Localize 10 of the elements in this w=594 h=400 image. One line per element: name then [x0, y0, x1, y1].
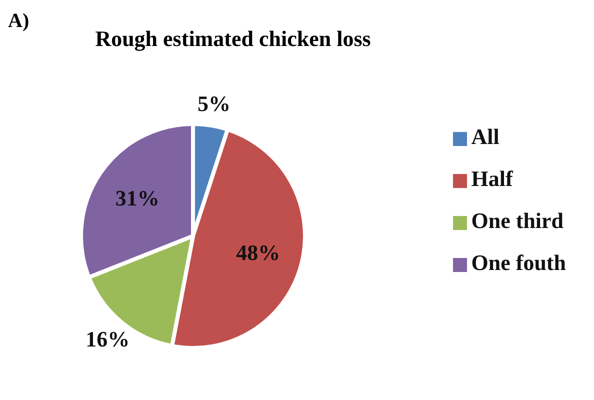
data-label: 5%: [197, 91, 230, 116]
data-label: 48%: [236, 240, 280, 266]
data-label: 16%: [86, 326, 130, 352]
legend-label: All: [471, 124, 500, 149]
legend-label: One third: [471, 208, 564, 233]
chart-title: Rough estimated chicken loss: [94, 26, 372, 52]
data-label: 31%: [115, 186, 160, 211]
legend-label: Half: [471, 166, 513, 191]
legend-label: One fouth: [471, 250, 566, 275]
text: A): [8, 10, 30, 33]
